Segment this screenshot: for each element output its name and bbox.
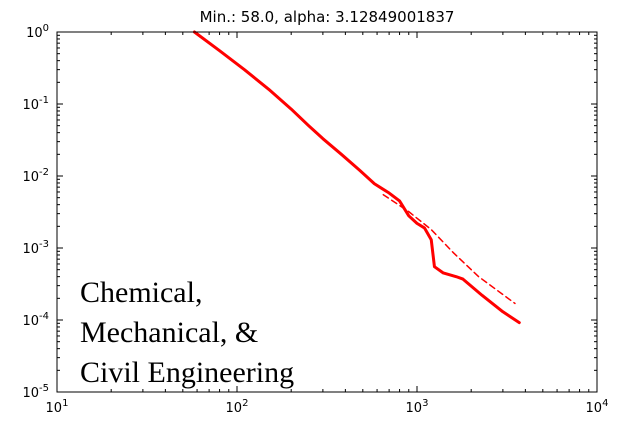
chart-title: Min.: 58.0, alpha: 3.12849001837 (200, 8, 455, 26)
y-tick-label: 10-1 (22, 95, 49, 113)
series-group (192, 30, 521, 325)
annotation-line-1: Chemical, (80, 276, 203, 309)
x-tick-label: 102 (226, 398, 249, 416)
annotation-line-2: Mechanical, & (80, 316, 259, 349)
x-tick-label: 101 (46, 398, 69, 416)
plot-frame (56, 31, 598, 393)
x-ticks: 101 102 103 104 (46, 32, 609, 416)
x-tick-label: 103 (406, 398, 429, 416)
y-tick-label: 10-3 (22, 239, 49, 257)
data-line-solid (192, 30, 521, 325)
annotation-line-3: Civil Engineering (80, 356, 295, 389)
y-tick-label: 10-4 (22, 311, 49, 329)
y-tick-label: 100 (26, 23, 49, 41)
y-tick-label: 10-5 (22, 383, 49, 401)
y-tick-label: 10-2 (22, 167, 49, 185)
fit-line-dashed (382, 193, 516, 305)
x-tick-label: 104 (586, 398, 609, 416)
annotation: Chemical, Mechanical, & Civil Engineerin… (80, 273, 294, 393)
